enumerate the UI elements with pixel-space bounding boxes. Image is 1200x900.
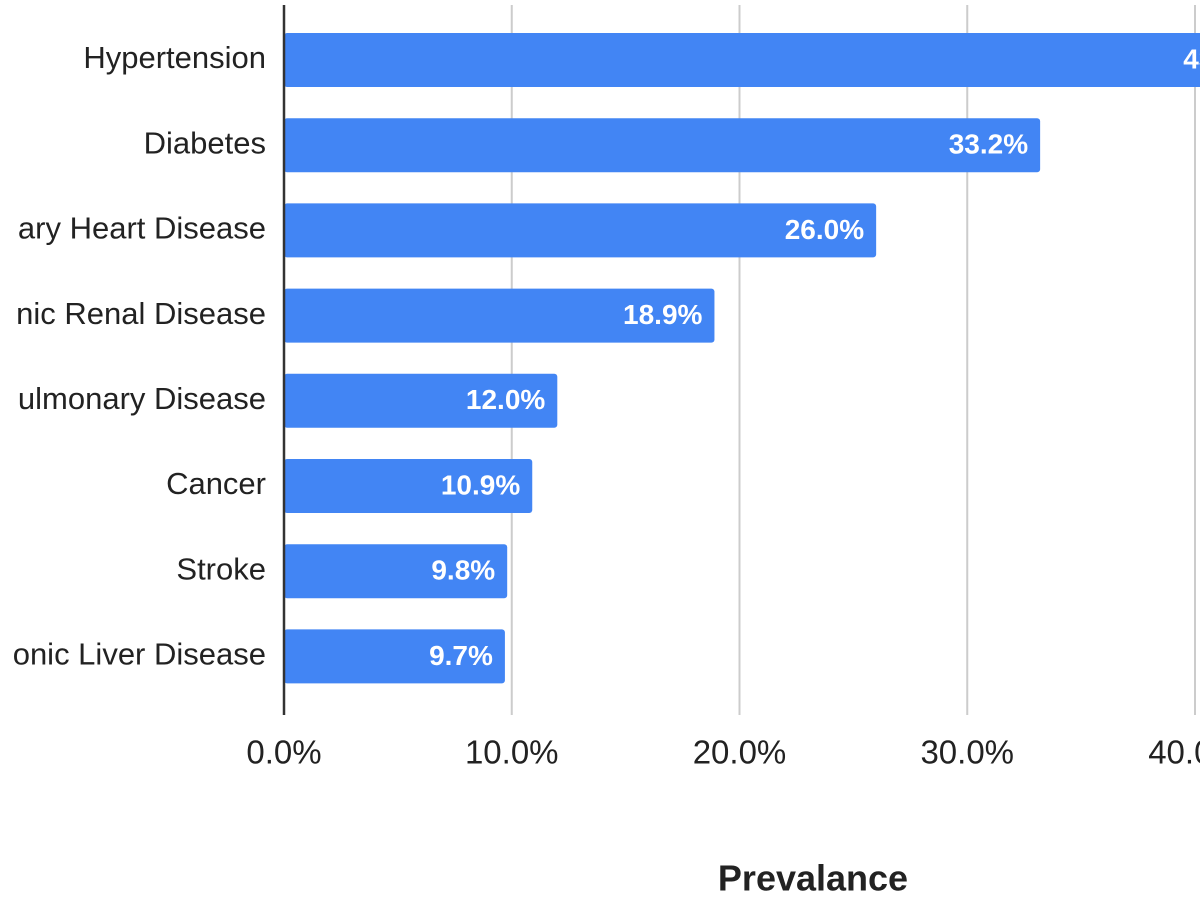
value-label: 43.5% bbox=[1183, 43, 1200, 74]
value-label: 33.2% bbox=[949, 129, 1028, 160]
value-label: 18.9% bbox=[623, 299, 702, 330]
y-tick-label: onic Liver Disease bbox=[13, 637, 266, 672]
bar bbox=[284, 459, 533, 513]
x-axis-title: Prevalance bbox=[718, 858, 908, 899]
bar bbox=[284, 203, 877, 258]
x-tick-label: 0.0% bbox=[246, 734, 321, 771]
bar bbox=[284, 373, 558, 428]
value-label: 9.8% bbox=[431, 555, 495, 586]
x-tick-label: 20.0% bbox=[693, 734, 787, 771]
x-tick-label: 30.0% bbox=[920, 734, 1014, 771]
value-label: 10.9% bbox=[441, 469, 520, 500]
x-tick-label: 40.0% bbox=[1148, 734, 1200, 771]
bar bbox=[284, 33, 1200, 87]
y-tick-label: ulmonary Disease bbox=[18, 381, 266, 416]
y-tick-label: Hypertension bbox=[83, 40, 266, 75]
y-tick-label: Stroke bbox=[176, 551, 266, 586]
y-tick-label: Cancer bbox=[166, 466, 266, 501]
y-tick-label: nic Renal Disease bbox=[16, 296, 266, 331]
value-label: 9.7% bbox=[429, 640, 493, 671]
value-label: 26.0% bbox=[785, 214, 864, 245]
y-tick-label: ary Heart Disease bbox=[18, 211, 266, 246]
bar bbox=[284, 118, 1041, 173]
value-label: 12.0% bbox=[466, 384, 545, 415]
bar bbox=[284, 544, 508, 599]
bar bbox=[284, 288, 715, 343]
x-tick-label: 10.0% bbox=[465, 734, 559, 771]
y-tick-label: Diabetes bbox=[144, 125, 266, 160]
bar bbox=[284, 629, 505, 684]
